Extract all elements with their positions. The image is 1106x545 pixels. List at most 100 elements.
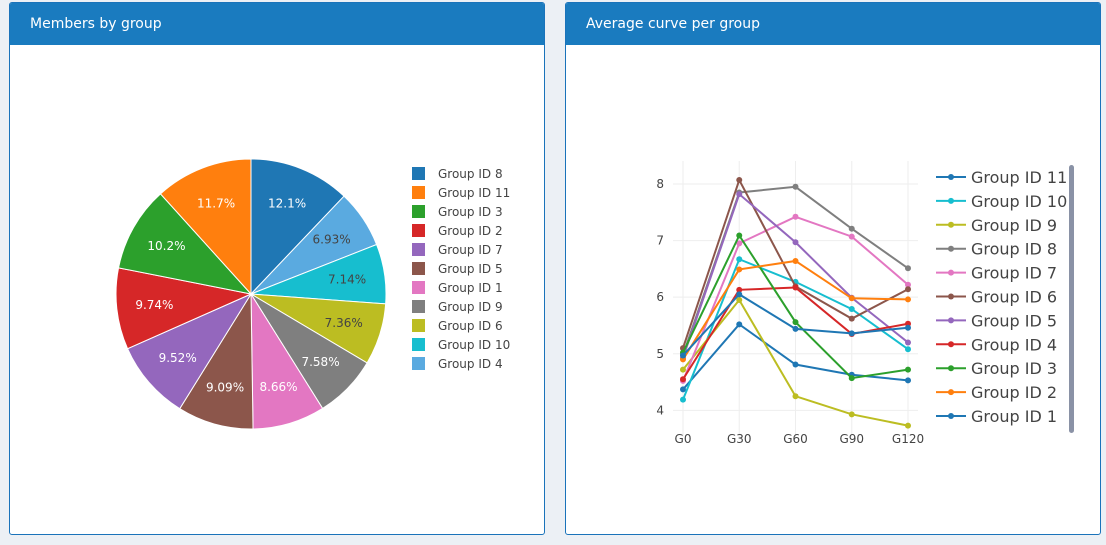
pie-slice-label: 7.36% bbox=[325, 316, 363, 330]
legend-item[interactable]: Group ID 3 bbox=[412, 205, 503, 219]
legend-swatch bbox=[412, 357, 425, 370]
legend-item[interactable]: Group ID 3 bbox=[936, 359, 1057, 378]
legend-item[interactable]: Group ID 8 bbox=[936, 240, 1057, 259]
series-group-id-9[interactable] bbox=[680, 297, 911, 429]
legend-marker bbox=[948, 341, 954, 348]
data-point[interactable] bbox=[736, 286, 743, 293]
legend-swatch bbox=[412, 300, 425, 313]
legend-label: Group ID 6 bbox=[438, 319, 503, 333]
data-point[interactable] bbox=[736, 291, 743, 298]
data-point[interactable] bbox=[736, 191, 743, 198]
legend-label: Group ID 8 bbox=[438, 167, 503, 181]
legend-item[interactable]: Group ID 7 bbox=[412, 243, 503, 257]
data-point[interactable] bbox=[736, 240, 743, 247]
data-point[interactable] bbox=[848, 233, 855, 240]
legend-item[interactable]: Group ID 8 bbox=[412, 167, 503, 181]
data-point[interactable] bbox=[905, 286, 911, 293]
pie-slice-group-id-2[interactable] bbox=[115, 267, 253, 350]
legend-label: Group ID 11 bbox=[438, 186, 510, 200]
data-point[interactable] bbox=[848, 330, 855, 337]
legend-item[interactable]: Group ID 1 bbox=[936, 407, 1057, 426]
legend-marker bbox=[948, 197, 954, 204]
legend-label: Group ID 1 bbox=[971, 407, 1057, 426]
pie-slice-label: 8.66% bbox=[259, 380, 297, 394]
legend-swatch bbox=[412, 167, 425, 180]
panel-title: Average curve per group bbox=[566, 3, 1100, 45]
legend-item[interactable]: Group ID 6 bbox=[412, 319, 503, 333]
pie-slice-group-id-11[interactable] bbox=[159, 158, 252, 296]
legend-item[interactable]: Group ID 6 bbox=[936, 288, 1057, 307]
data-point[interactable] bbox=[848, 315, 855, 322]
legend-item[interactable]: Group ID 2 bbox=[412, 224, 503, 238]
data-point[interactable] bbox=[792, 361, 799, 368]
data-point[interactable] bbox=[848, 225, 855, 232]
series-group-id-11[interactable] bbox=[680, 321, 911, 393]
data-point[interactable] bbox=[905, 339, 911, 346]
legend-label: Group ID 2 bbox=[971, 383, 1057, 402]
series-group-id-2[interactable] bbox=[680, 257, 911, 363]
x-tick-label: G90 bbox=[839, 432, 864, 446]
data-point[interactable] bbox=[792, 257, 799, 264]
pie-slice-group-id-8[interactable] bbox=[250, 158, 345, 296]
legend-item[interactable]: Group ID 4 bbox=[936, 335, 1057, 354]
data-point[interactable] bbox=[680, 396, 686, 403]
legend-item[interactable]: Group ID 11 bbox=[936, 168, 1067, 187]
legend-item[interactable]: Group ID 10 bbox=[936, 192, 1067, 211]
data-point[interactable] bbox=[905, 265, 911, 272]
data-point[interactable] bbox=[680, 386, 686, 393]
legend-label: Group ID 9 bbox=[971, 216, 1057, 235]
legend-label: Group ID 6 bbox=[971, 288, 1057, 307]
pie-slice-label: 7.58% bbox=[301, 355, 339, 369]
y-tick-label: 6 bbox=[656, 290, 664, 304]
data-point[interactable] bbox=[680, 376, 686, 383]
legend-item[interactable]: Group ID 2 bbox=[936, 383, 1057, 402]
data-point[interactable] bbox=[736, 266, 743, 273]
legend-marker bbox=[948, 174, 954, 180]
legend-item[interactable]: Group ID 7 bbox=[936, 264, 1057, 283]
data-point[interactable] bbox=[848, 306, 855, 313]
pie-slice-group-id-7[interactable] bbox=[126, 292, 253, 410]
data-point[interactable] bbox=[736, 232, 743, 239]
data-point[interactable] bbox=[736, 321, 743, 328]
x-tick-label: G120 bbox=[892, 432, 924, 446]
data-point[interactable] bbox=[792, 284, 799, 291]
legend-marker bbox=[948, 389, 954, 396]
data-point[interactable] bbox=[736, 256, 743, 263]
data-point[interactable] bbox=[905, 377, 911, 384]
data-point[interactable] bbox=[848, 375, 855, 382]
data-point[interactable] bbox=[680, 352, 686, 359]
data-point[interactable] bbox=[905, 422, 911, 429]
data-point[interactable] bbox=[792, 213, 799, 220]
pie-slice-label: 9.74% bbox=[135, 298, 173, 312]
legend-item[interactable]: Group ID 9 bbox=[412, 300, 503, 314]
legend-item[interactable]: Group ID 10 bbox=[412, 338, 510, 352]
data-point[interactable] bbox=[792, 319, 799, 326]
data-point[interactable] bbox=[792, 239, 799, 246]
data-point[interactable] bbox=[736, 177, 743, 184]
legend-item[interactable]: Group ID 9 bbox=[936, 216, 1057, 235]
data-point[interactable] bbox=[848, 411, 855, 418]
legend-label: Group ID 8 bbox=[971, 240, 1057, 259]
legend-scrollbar[interactable] bbox=[1069, 165, 1074, 433]
legend-item[interactable]: Group ID 4 bbox=[412, 357, 503, 371]
pie-chart: 12.1% 6.93% 7.14% 7.36% 7.58% 8.66% 9.09% 9.52%… bbox=[115, 158, 510, 430]
data-point[interactable] bbox=[905, 296, 911, 303]
data-point[interactable] bbox=[905, 346, 911, 353]
series-group-id-1[interactable] bbox=[680, 291, 911, 359]
legend-item[interactable]: Group ID 5 bbox=[412, 262, 503, 276]
pie-slice-group-id-3[interactable] bbox=[117, 193, 253, 295]
data-point[interactable] bbox=[905, 281, 911, 288]
data-point[interactable] bbox=[905, 366, 911, 373]
legend-item[interactable]: Group ID 1 bbox=[412, 281, 503, 295]
data-point[interactable] bbox=[736, 297, 743, 303]
data-point[interactable] bbox=[792, 393, 799, 400]
data-point[interactable] bbox=[792, 183, 799, 190]
legend-item[interactable]: Group ID 11 bbox=[412, 186, 510, 200]
data-point[interactable] bbox=[792, 325, 799, 332]
legend-swatch bbox=[412, 224, 425, 237]
data-point[interactable] bbox=[848, 295, 855, 302]
data-point[interactable] bbox=[905, 324, 911, 331]
legend-item[interactable]: Group ID 5 bbox=[936, 311, 1057, 330]
pie-slice-label: 6.93% bbox=[313, 233, 351, 247]
data-point[interactable] bbox=[680, 366, 686, 373]
